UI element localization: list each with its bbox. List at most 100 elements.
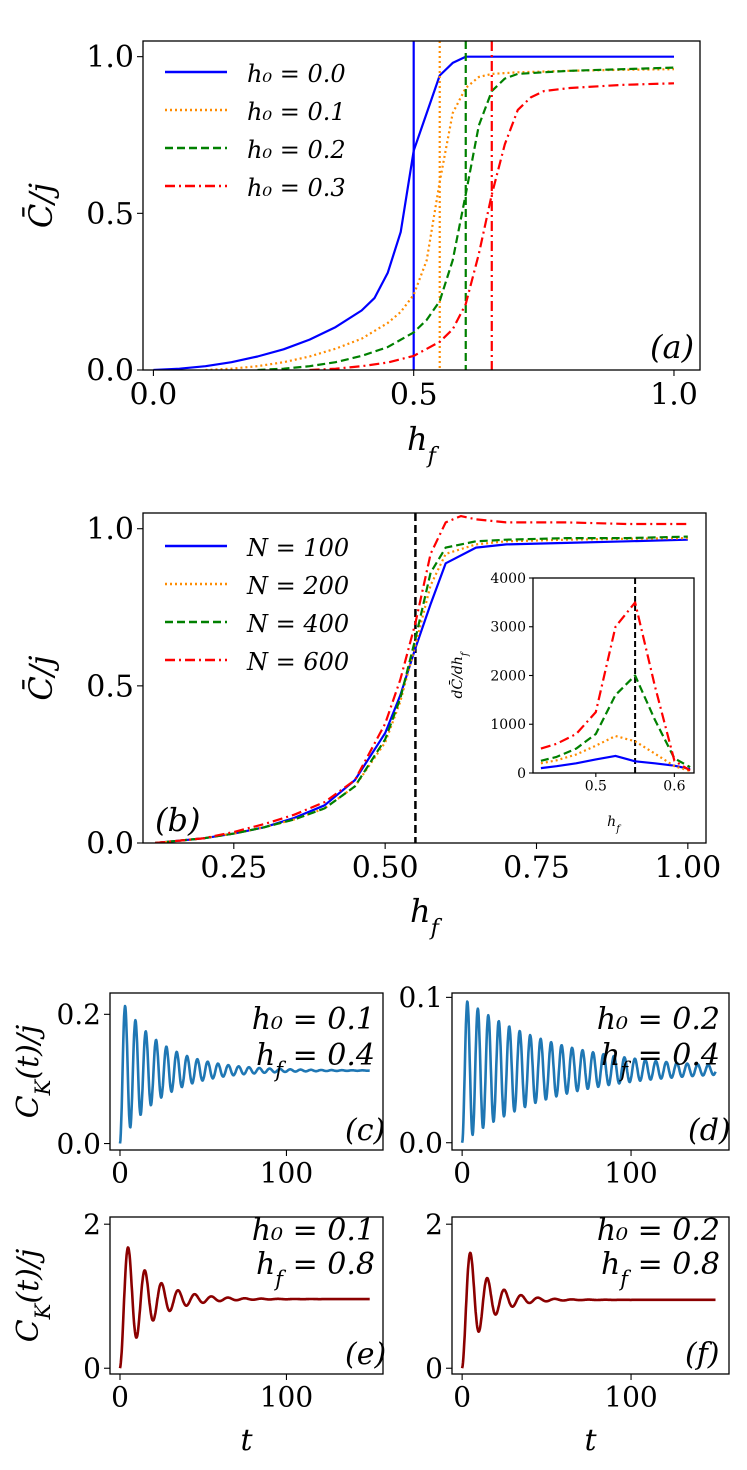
- axes-frame: [451, 1216, 730, 1375]
- x-tick-label: 0.0: [130, 378, 178, 413]
- plot-area-f: [460, 1251, 717, 1369]
- signal-line: [460, 1000, 717, 1143]
- y-tick-label: 0.1: [398, 981, 443, 1014]
- plot-area-a: [153, 41, 675, 370]
- panel-tag: (e): [345, 1337, 386, 1372]
- plot-area-c: [118, 1004, 371, 1144]
- x-tick-label: 0.75: [503, 851, 570, 886]
- inset-background: [533, 578, 694, 773]
- x-tick-label: 100: [260, 1157, 313, 1190]
- x-tick-label: 0: [453, 1157, 471, 1190]
- series-line-3: [154, 514, 688, 843]
- y-tick-label: 1.0: [86, 40, 134, 75]
- panel-a: [137, 40, 701, 376]
- panel-f: [446, 1216, 730, 1380]
- legend-label: h₀ = 0.1: [247, 98, 346, 126]
- annotation-text: h₀ = 0.2: [597, 1213, 720, 1248]
- x-tick-label: 100: [604, 1157, 657, 1190]
- x-tick-label: 0: [111, 1157, 129, 1190]
- plot-area-b-inset: [540, 578, 691, 773]
- y-tick-label: 4000: [490, 571, 526, 587]
- series-line-1: [205, 68, 675, 370]
- x-tick-label: 1.00: [654, 851, 721, 886]
- y-tick-label: 0.0: [56, 1127, 101, 1160]
- axes-frame: [451, 992, 730, 1151]
- y-axis-label: CK(t)/j: [11, 1025, 55, 1119]
- series-line-2: [257, 66, 675, 370]
- x-tick-label: 0.25: [200, 851, 267, 886]
- x-tick-label: 1.0: [650, 378, 698, 413]
- y-axis-label: CK(t)/j: [11, 1249, 55, 1343]
- panel-tag: (c): [345, 1113, 385, 1148]
- x-tick-label: 0.5: [585, 778, 607, 794]
- axes-frame: [142, 40, 701, 371]
- series-line-1: [154, 537, 688, 843]
- x-axis-label: hf: [407, 420, 440, 469]
- axes-frame: [109, 1216, 384, 1375]
- axes-frame: [142, 512, 707, 844]
- panel-tag: (d): [688, 1113, 731, 1148]
- x-axis-label: t: [584, 1423, 597, 1458]
- annotation-text: h₀ = 0.1: [252, 1002, 375, 1037]
- signal-line: [118, 1246, 371, 1369]
- panel-tag: (a): [650, 328, 694, 366]
- series-line-3: [309, 82, 675, 370]
- annotation-text: h₀ = 0.1: [252, 1213, 375, 1248]
- series-line-0: [540, 754, 691, 771]
- y-tick-label: 2000: [490, 668, 526, 684]
- x-tick-label: 100: [260, 1381, 313, 1414]
- panel-b: [137, 512, 707, 849]
- x-axis-label: hf: [410, 892, 443, 941]
- x-tick-label: 0: [453, 1381, 471, 1414]
- y-tick-label: 3000: [490, 620, 526, 636]
- y-tick-label: 0.0: [86, 354, 134, 389]
- x-tick-label: 0.6: [663, 778, 685, 794]
- y-tick-label: 0.0: [398, 1127, 443, 1160]
- annotation-text: hf = 0.8: [256, 1247, 375, 1291]
- y-tick-label: 0: [517, 766, 526, 782]
- plot-area-e: [118, 1246, 371, 1369]
- y-tick-label: 0.5: [86, 669, 134, 704]
- x-tick-label: 0.50: [352, 851, 419, 886]
- legend-label: N = 400: [246, 610, 349, 638]
- signal-line: [460, 1251, 717, 1369]
- y-tick-label: 0.5: [86, 197, 134, 232]
- annotation-text: h₀ = 0.2: [597, 1002, 720, 1037]
- legend-label: h₀ = 0.3: [247, 174, 346, 202]
- series-line-3: [540, 601, 691, 772]
- legend-label: N = 200: [246, 572, 349, 600]
- series-line-2: [154, 535, 688, 843]
- plot-area-b: [154, 513, 688, 843]
- annotation-text: hf = 0.8: [601, 1247, 720, 1291]
- panel-tag: (b): [155, 801, 200, 839]
- panel-b-inset: [529, 577, 695, 777]
- x-axis-label: t: [240, 1423, 253, 1458]
- y-tick-label: 2: [83, 1208, 101, 1241]
- legend-label: h₀ = 0.0: [247, 60, 346, 88]
- panel-c: [104, 992, 384, 1156]
- y-tick-label: 2: [425, 1208, 443, 1241]
- y-axis-label: C̄/j: [22, 183, 60, 228]
- y-tick-label: 0.0: [86, 827, 134, 862]
- y-tick-label: 0: [425, 1352, 443, 1385]
- axes-frame: [109, 992, 384, 1151]
- x-tick-label: 0.5: [390, 378, 438, 413]
- annotation-text: hf = 0.4: [256, 1038, 375, 1082]
- series-line-0: [153, 55, 674, 370]
- panel-d: [446, 992, 730, 1156]
- y-tick-label: 0.2: [56, 998, 101, 1031]
- x-tick-label: 0: [111, 1381, 129, 1414]
- signal-line: [118, 1004, 371, 1144]
- y-axis-label: dC̄/dhf: [448, 650, 470, 698]
- y-tick-label: 0: [83, 1352, 101, 1385]
- plot-area-d: [460, 1000, 717, 1143]
- x-axis-label: hf: [607, 814, 622, 835]
- panel-tag: (f): [685, 1337, 720, 1372]
- legend-label: h₀ = 0.2: [247, 136, 346, 164]
- y-axis-label: C̄/j: [22, 655, 60, 700]
- series-line-2: [540, 674, 691, 769]
- y-tick-label: 1.0: [86, 512, 134, 547]
- panel-e: [104, 1216, 384, 1380]
- x-tick-label: 100: [604, 1381, 657, 1414]
